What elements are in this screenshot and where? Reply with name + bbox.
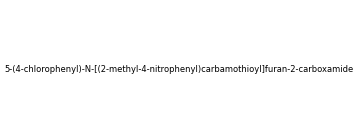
- Text: 5-(4-chlorophenyl)-N-[(2-methyl-4-nitrophenyl)carbamothioyl]furan-2-carboxamide: 5-(4-chlorophenyl)-N-[(2-methyl-4-nitrop…: [4, 64, 354, 74]
